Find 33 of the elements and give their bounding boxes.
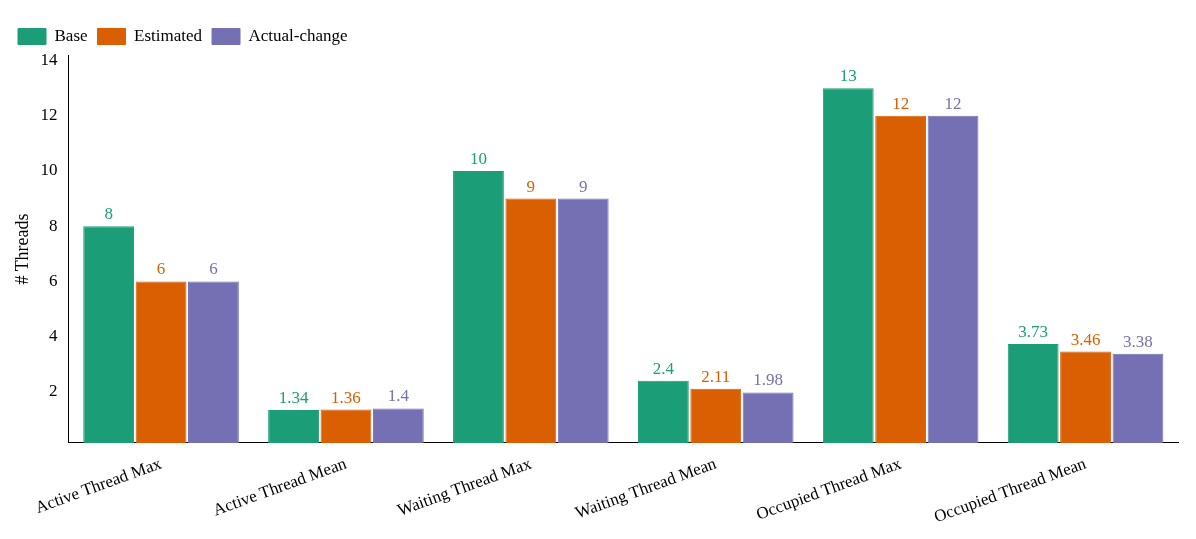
- y-tick-label: 6: [49, 270, 58, 290]
- data-label: 1.36: [331, 387, 361, 407]
- data-label: 6: [156, 259, 166, 279]
- data-label: 9: [526, 176, 536, 196]
- data-label: 1.98: [753, 370, 784, 390]
- x-tick-label: Waiting Thread Mean: [572, 453, 720, 523]
- x-tick-label: Active Thread Mean: [210, 453, 350, 520]
- y-tick-label: 14: [40, 49, 59, 69]
- x-tick-label: Active Thread Max: [32, 453, 165, 517]
- legend-label: Actual-change: [248, 25, 348, 45]
- data-label: 8: [104, 204, 113, 224]
- data-label: 3.46: [1070, 329, 1101, 349]
- y-tick-label: 10: [40, 160, 58, 180]
- data-label: 2.4: [652, 358, 675, 378]
- data-label: 12: [892, 93, 910, 113]
- x-tick-label: Waiting Thread Max: [394, 453, 535, 520]
- y-tick-label: 8: [49, 215, 58, 235]
- data-label: 3.38: [1123, 331, 1153, 351]
- legend-label: Base: [54, 25, 88, 45]
- data-label: 1.4: [387, 386, 410, 406]
- legend-label: Estimated: [134, 25, 203, 45]
- data-label: 12: [944, 93, 962, 113]
- data-label: 3.73: [1018, 322, 1049, 342]
- data-label: 9: [578, 176, 588, 196]
- y-tick-label: 12: [40, 105, 58, 125]
- y-tick-label: 2: [49, 381, 58, 401]
- data-label: 1.34: [278, 388, 309, 408]
- data-label: 10: [469, 148, 487, 168]
- data-label: 2.11: [701, 366, 731, 386]
- y-axis-title: # Threads: [11, 213, 32, 285]
- y-tick-label: 4: [49, 326, 59, 346]
- data-label: 13: [839, 66, 857, 86]
- data-label: 6: [209, 259, 218, 279]
